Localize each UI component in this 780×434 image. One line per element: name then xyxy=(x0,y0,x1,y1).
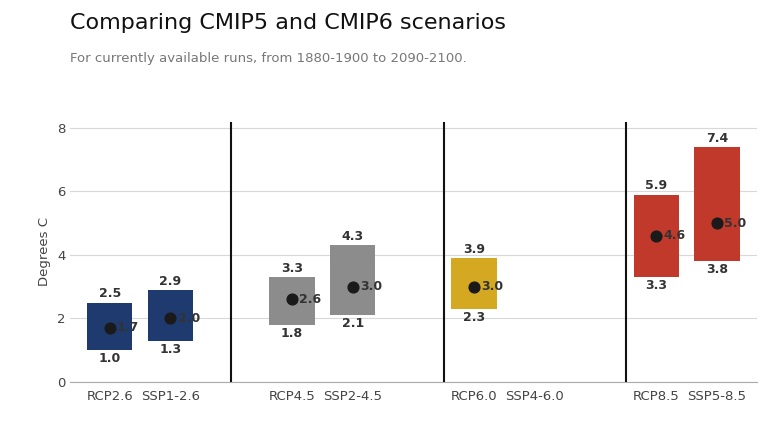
Text: 1.8: 1.8 xyxy=(281,327,303,340)
Text: 3.0: 3.0 xyxy=(360,280,382,293)
Text: 5.0: 5.0 xyxy=(725,217,746,230)
Point xyxy=(104,325,116,332)
Text: 2.5: 2.5 xyxy=(98,287,121,300)
Text: For currently available runs, from 1880-1900 to 2090-2100.: For currently available runs, from 1880-… xyxy=(70,52,467,65)
Text: 1.3: 1.3 xyxy=(159,343,182,356)
Bar xyxy=(452,258,497,309)
Text: Comparing CMIP5 and CMIP6 scenarios: Comparing CMIP5 and CMIP6 scenarios xyxy=(70,13,506,33)
Bar xyxy=(330,245,375,315)
Text: 3.3: 3.3 xyxy=(281,262,303,275)
Bar xyxy=(87,302,133,350)
Bar xyxy=(694,147,740,261)
Text: 3.0: 3.0 xyxy=(481,280,504,293)
Point xyxy=(346,283,359,290)
Point xyxy=(164,315,176,322)
Bar xyxy=(269,277,314,325)
Text: 2.6: 2.6 xyxy=(300,293,321,306)
Text: 2.3: 2.3 xyxy=(463,311,485,324)
Text: 4.3: 4.3 xyxy=(342,230,363,243)
Y-axis label: Degrees C: Degrees C xyxy=(38,217,51,286)
Text: 3.3: 3.3 xyxy=(645,279,668,293)
Text: 2.1: 2.1 xyxy=(342,317,363,330)
Bar xyxy=(633,194,679,277)
Text: 7.4: 7.4 xyxy=(706,132,729,145)
Text: 2.0: 2.0 xyxy=(178,312,200,325)
Text: 3.9: 3.9 xyxy=(463,243,485,256)
Bar xyxy=(147,290,193,341)
Point xyxy=(651,232,663,239)
Text: 2.9: 2.9 xyxy=(159,275,182,288)
Text: 4.6: 4.6 xyxy=(664,229,686,242)
Text: 1.7: 1.7 xyxy=(117,322,139,335)
Text: 1.0: 1.0 xyxy=(98,352,121,365)
Point xyxy=(711,220,723,227)
Point xyxy=(468,283,480,290)
Text: 3.8: 3.8 xyxy=(706,263,728,276)
Text: 5.9: 5.9 xyxy=(645,179,668,192)
Point xyxy=(285,296,298,303)
